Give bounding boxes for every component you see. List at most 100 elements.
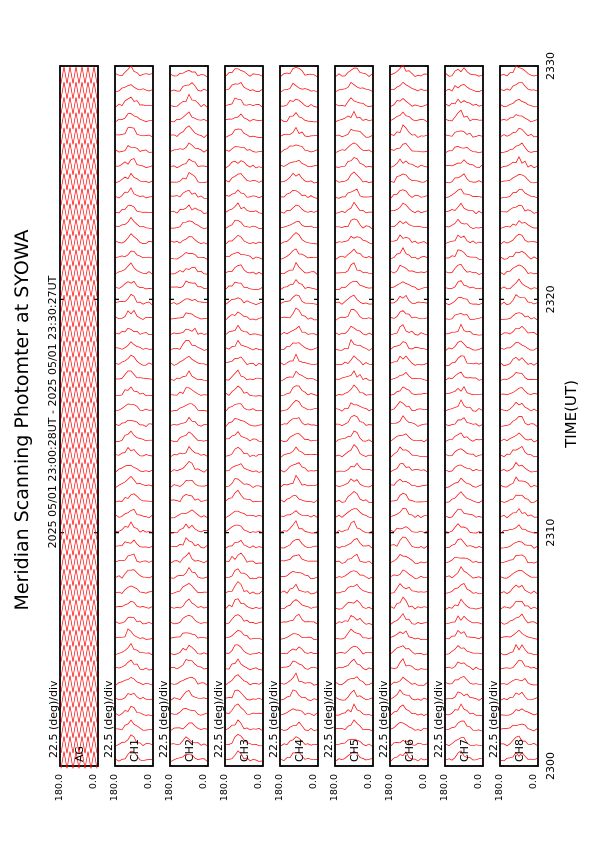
trace-line: [390, 124, 428, 138]
trace-line: [280, 633, 318, 640]
trace-line: [115, 705, 153, 717]
trace-line: [170, 445, 208, 457]
panel-traces: [170, 69, 208, 762]
trace-line: [60, 690, 98, 708]
trace-line: [280, 353, 318, 366]
trace-line: [335, 520, 373, 534]
trace-line: [60, 355, 98, 373]
trace-line: [445, 263, 483, 275]
trace-line: [225, 689, 263, 701]
trace-line: [60, 447, 98, 465]
trace-line: [225, 189, 263, 199]
panel-traces: [445, 67, 483, 761]
trace-line: [115, 386, 153, 397]
y-tick-label: 0.0: [88, 774, 99, 789]
trace-line: [445, 340, 483, 351]
trace-line: [170, 632, 208, 639]
trace-line: [60, 295, 98, 312]
trace-line: [500, 751, 538, 762]
y-tick-label: 180.0: [54, 774, 65, 801]
trace-line: [445, 583, 483, 595]
trace-line: [445, 202, 483, 215]
panel-ch8: 0.0 180.0 CH8 22.5 (deg)/div: [487, 65, 539, 801]
trace-line: [280, 417, 318, 426]
trace-line: [280, 571, 318, 580]
trace-line: [445, 523, 483, 534]
trace-line: [445, 477, 483, 488]
panel-ag: 0.0 180.0 AG 22.5 (deg)/div: [47, 65, 99, 801]
trace-line: [280, 510, 318, 518]
trace-line: [335, 402, 373, 412]
trace-line: [115, 280, 153, 290]
trace-line: [445, 448, 483, 458]
trace-line: [171, 220, 208, 230]
y-tick-label: 180.0: [109, 774, 120, 801]
trace-line: [115, 475, 153, 488]
trace-line: [390, 478, 428, 488]
chart-header: 2025 05/01 23:00:28UT - 2025 05/01 23:30…: [46, 275, 59, 548]
trace-line: [500, 723, 538, 732]
trace-line: [280, 325, 318, 336]
trace-line: [170, 403, 208, 412]
trace-line: [225, 418, 263, 427]
trace-line: [170, 312, 208, 320]
trace-line: [170, 689, 208, 701]
trace-line: [335, 262, 373, 275]
trace-line: [60, 386, 98, 404]
trace-line: [280, 721, 318, 731]
trace-line: [225, 719, 263, 731]
trace-line: [60, 310, 98, 328]
panel-traces: [500, 65, 538, 762]
trace-line: [60, 218, 98, 236]
trace-line: [280, 278, 318, 290]
trace-line: [445, 234, 483, 244]
trace-line: [170, 327, 208, 335]
panel-traces: [335, 67, 373, 762]
trace-line: [225, 385, 263, 397]
panel-traces: [115, 65, 153, 762]
trace-line: [115, 309, 153, 320]
trace-line: [115, 569, 153, 579]
trace-line: [115, 692, 153, 701]
trace-line: [390, 294, 428, 304]
trace-line: [60, 66, 98, 84]
trace-line: [171, 189, 207, 199]
trace-line: [115, 341, 153, 350]
trace-line: [335, 110, 373, 122]
trace-line: [335, 309, 373, 321]
trace-line: [170, 722, 208, 731]
trace-line: [390, 401, 428, 411]
trace-line: [445, 645, 483, 655]
trace-line: [60, 127, 98, 145]
panel-frame: [444, 65, 484, 767]
trace-line: [390, 158, 428, 168]
trace-line: [445, 629, 483, 640]
trace-line: [115, 113, 152, 123]
trace-line: [280, 462, 318, 473]
trace-line: [225, 552, 263, 564]
trace-line: [60, 188, 98, 206]
channel-label: CH6: [403, 739, 416, 762]
trace-line: [225, 324, 263, 336]
trace-line: [225, 446, 263, 458]
trace-line: [225, 750, 263, 762]
trace-line: [115, 205, 153, 214]
trace-line: [225, 339, 263, 351]
panel-ch2: 0.0 180.0 CH2 22.5 (deg)/div: [157, 65, 209, 801]
trace-line: [500, 432, 538, 443]
channel-label: CH8: [513, 739, 526, 762]
trace-line: [336, 583, 373, 594]
trace-line: [445, 720, 483, 732]
trace-line: [500, 233, 538, 245]
trace-line: [500, 416, 538, 427]
trace-line: [60, 553, 98, 571]
trace-line: [280, 708, 318, 717]
trace-line: [60, 371, 98, 388]
trace-line: [445, 371, 483, 381]
trace-line: [335, 81, 373, 92]
trace-line: [500, 174, 538, 184]
trace-line: [60, 432, 98, 449]
trace-line: [280, 370, 318, 382]
trace-line: [170, 252, 208, 260]
trace-line: [115, 84, 153, 93]
